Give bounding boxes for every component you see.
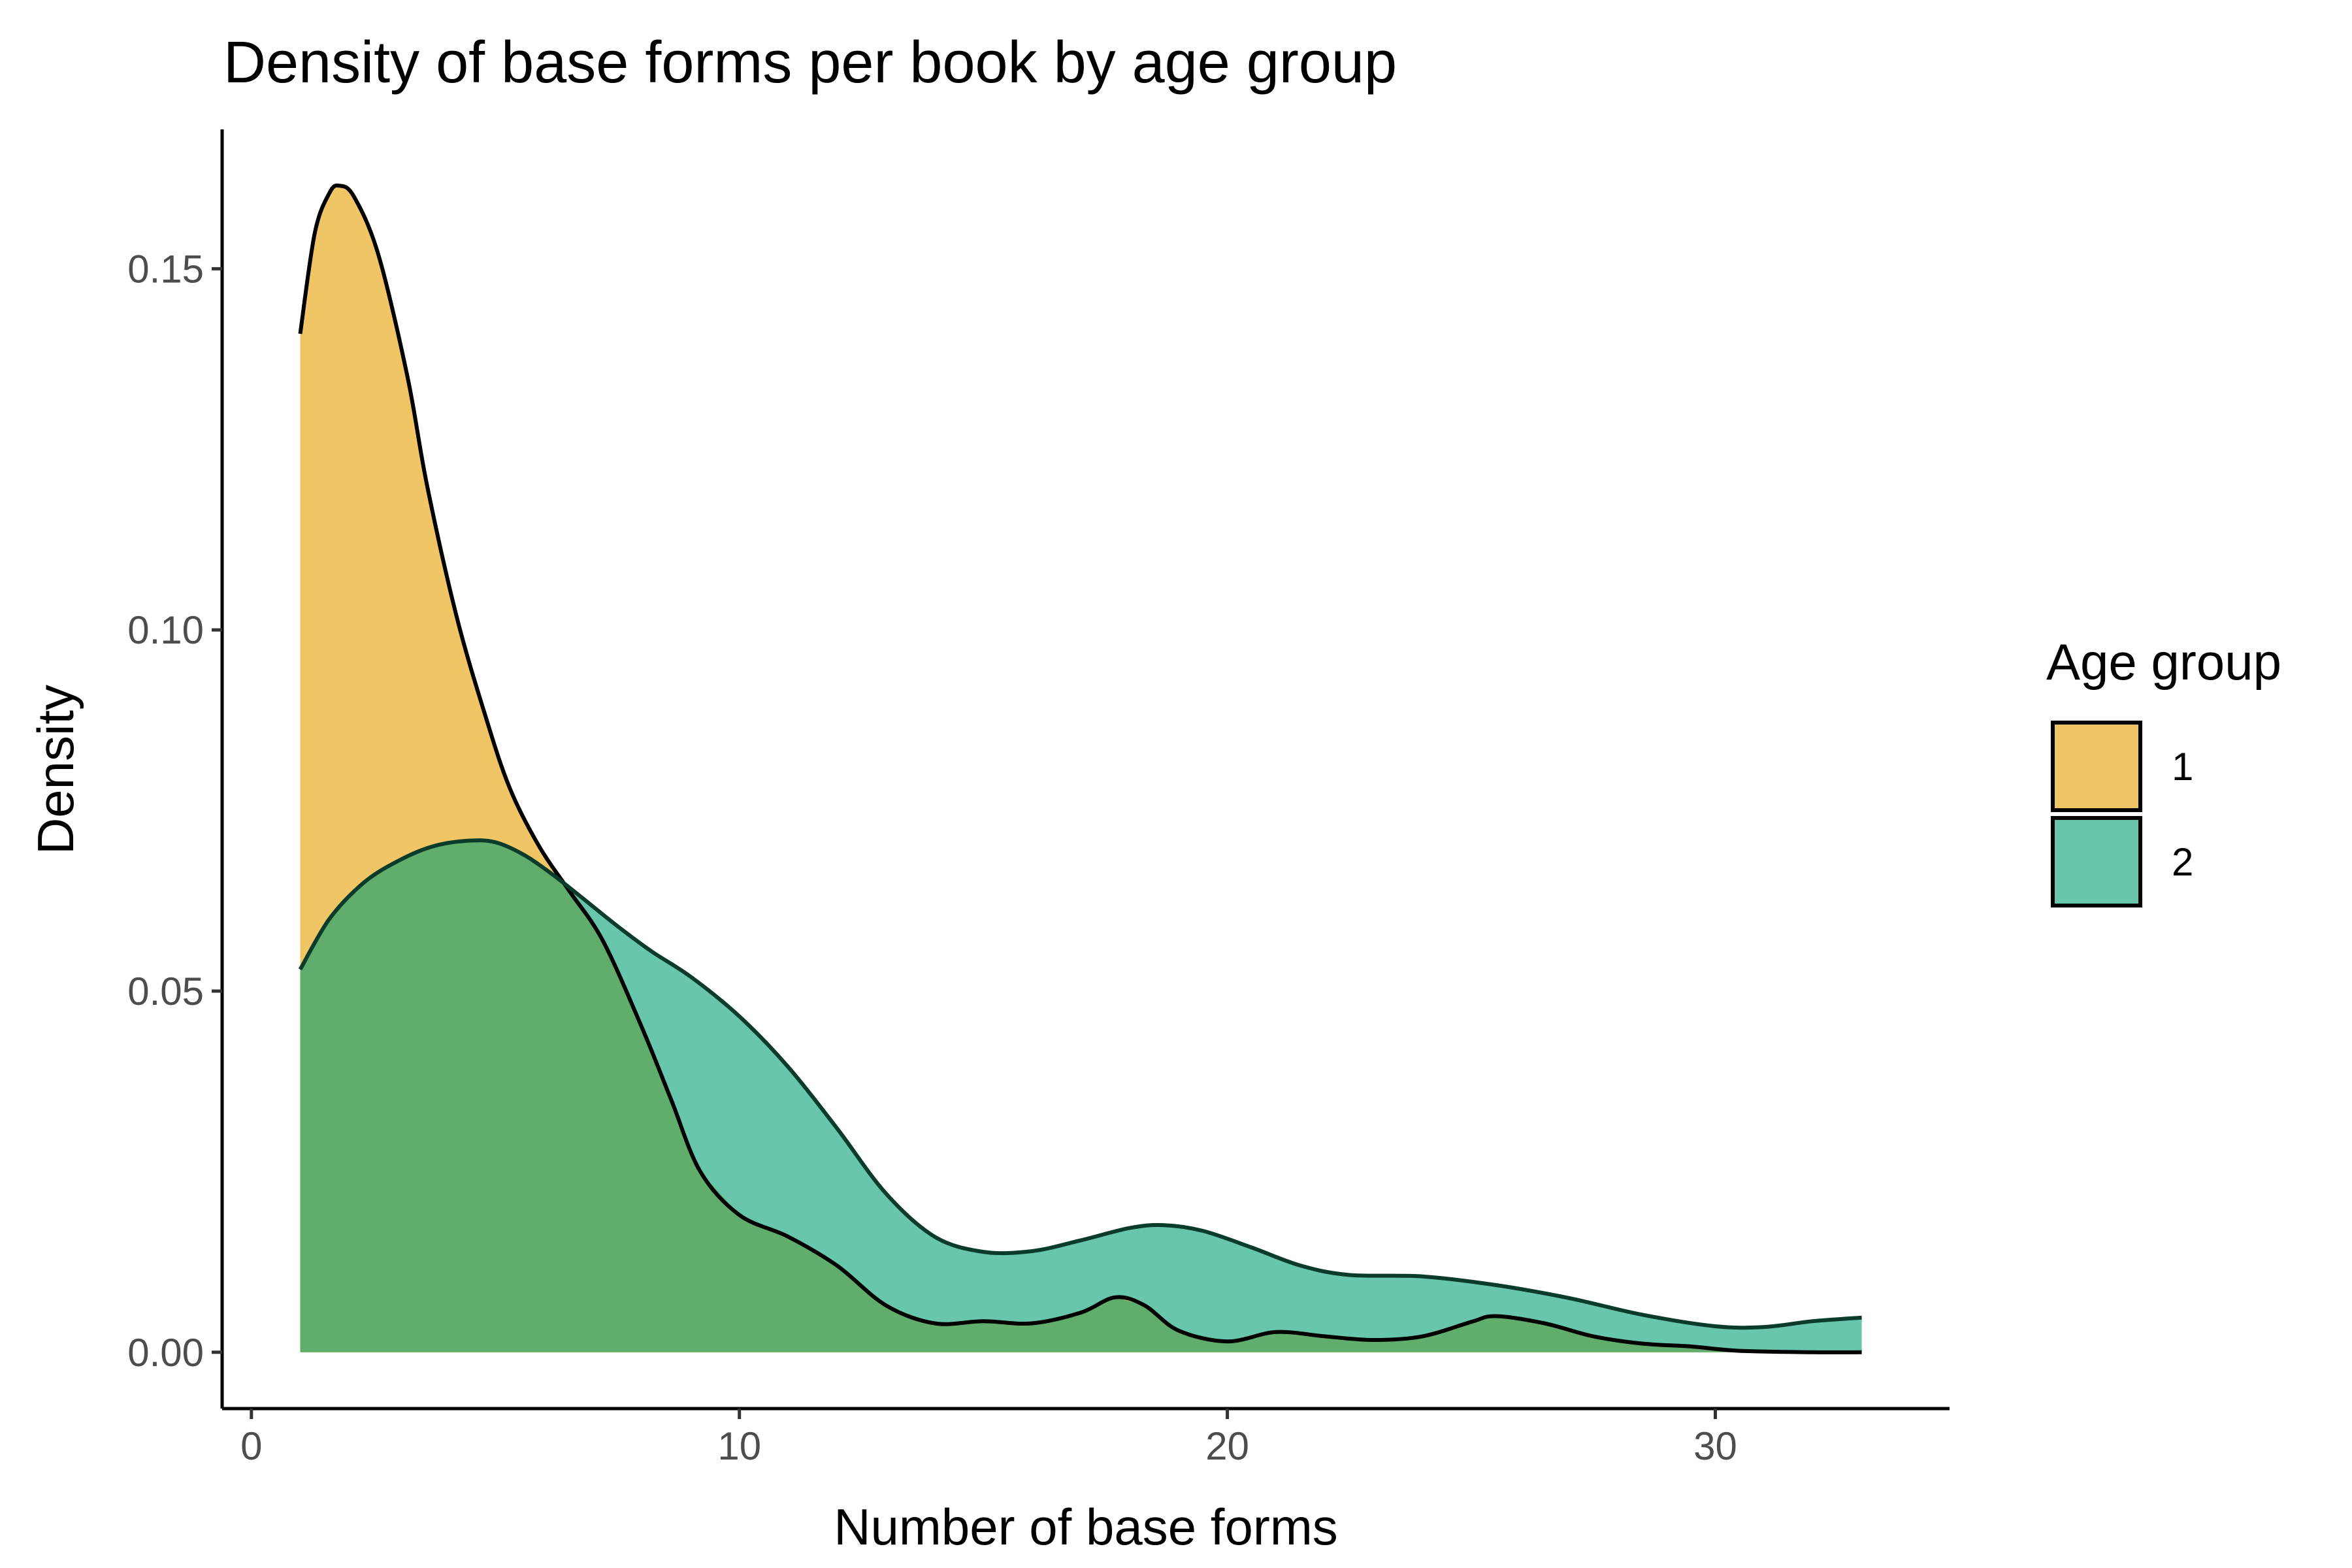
x-axis-title: Number of base forms — [834, 1498, 1338, 1556]
density-overlap-region — [300, 841, 1862, 1352]
y-tick-label: 0.00 — [127, 1331, 204, 1375]
y-tick-label: 0.05 — [127, 970, 204, 1013]
legend-swatch-group-2 — [2051, 816, 2142, 907]
y-tick-label: 0.10 — [127, 608, 204, 652]
legend-label-group-2: 2 — [2172, 840, 2193, 884]
legend-swatch-group-1 — [2051, 721, 2142, 812]
chart-title: Density of base forms per book by age gr… — [223, 30, 1397, 95]
legend-title: Age group — [2046, 633, 2281, 691]
x-ticks: 0 10 20 30 — [240, 1409, 1737, 1468]
y-ticks: 0.00 0.05 0.10 0.15 — [127, 247, 222, 1375]
y-axis-title: Density — [27, 685, 84, 855]
x-tick-label: 10 — [717, 1424, 761, 1468]
x-tick-label: 20 — [1205, 1424, 1249, 1468]
x-tick-label: 30 — [1693, 1424, 1737, 1468]
legend-label-group-1: 1 — [2172, 745, 2193, 789]
y-tick-label: 0.15 — [127, 247, 204, 291]
density-line-group-1 — [298, 183, 1862, 1354]
legend: Age group 1 2 — [2046, 633, 2281, 907]
x-tick-label: 0 — [240, 1424, 262, 1468]
plot-areas — [298, 183, 1862, 1354]
density-line-group-2 — [298, 838, 1862, 1330]
